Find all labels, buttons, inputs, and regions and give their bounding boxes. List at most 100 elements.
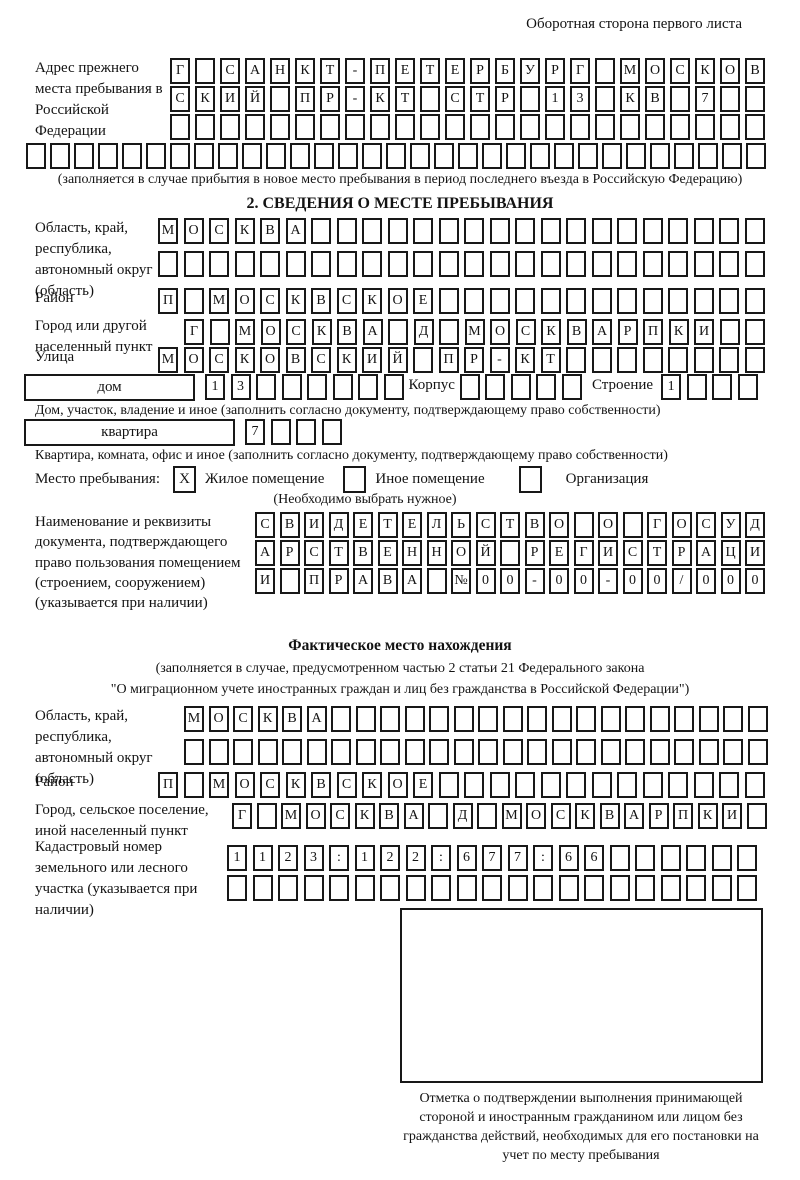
char-cell[interactable] xyxy=(434,143,454,169)
char-cell[interactable]: О xyxy=(645,58,665,84)
char-cell[interactable]: А xyxy=(624,803,644,829)
char-cell[interactable] xyxy=(183,772,204,798)
char-cell[interactable]: 2 xyxy=(380,845,400,871)
char-cell[interactable] xyxy=(620,114,640,140)
char-cell[interactable] xyxy=(591,218,612,244)
char-cell[interactable] xyxy=(746,143,766,169)
char-cell[interactable] xyxy=(520,114,540,140)
char-cell[interactable] xyxy=(464,288,484,314)
char-cell[interactable]: И xyxy=(362,347,382,373)
char-cell[interactable] xyxy=(404,706,425,732)
char-cell[interactable]: К xyxy=(575,803,595,829)
char-cell[interactable] xyxy=(600,706,621,732)
char-cell[interactable]: Н xyxy=(426,540,447,566)
char-cell[interactable] xyxy=(234,251,255,277)
char-cell[interactable]: Р xyxy=(279,540,300,566)
char-cell[interactable]: М xyxy=(209,772,229,798)
char-cell[interactable] xyxy=(747,739,768,765)
char-cell[interactable] xyxy=(737,374,758,400)
char-cell[interactable] xyxy=(195,58,215,84)
char-cell[interactable]: Д xyxy=(745,512,765,538)
char-cell[interactable]: - xyxy=(345,58,365,84)
char-cell[interactable]: 2 xyxy=(405,845,426,871)
char-cell[interactable]: С xyxy=(475,512,496,538)
char-cell[interactable] xyxy=(584,875,604,901)
char-cell[interactable] xyxy=(320,114,340,140)
char-cell[interactable]: Р xyxy=(464,347,484,373)
char-cell[interactable] xyxy=(573,512,594,538)
apartment-type-box[interactable]: квартира xyxy=(24,419,235,446)
char-cell[interactable]: А xyxy=(696,540,716,566)
char-cell[interactable]: В xyxy=(353,540,373,566)
char-cell[interactable]: Р xyxy=(617,319,638,345)
char-cell[interactable]: 1 xyxy=(661,374,682,400)
char-cell[interactable] xyxy=(693,772,714,798)
char-cell[interactable]: Р xyxy=(495,86,515,112)
char-cell[interactable] xyxy=(413,218,433,244)
char-cell[interactable] xyxy=(737,875,757,901)
char-cell[interactable] xyxy=(515,772,535,798)
char-cell[interactable]: 7 xyxy=(482,845,502,871)
char-cell[interactable]: 0 xyxy=(475,568,496,594)
char-cell[interactable]: С xyxy=(209,218,229,244)
char-cell[interactable]: О xyxy=(490,319,510,345)
char-cell[interactable]: Й xyxy=(387,347,408,373)
char-cell[interactable]: Б xyxy=(495,58,515,84)
char-cell[interactable] xyxy=(209,319,230,345)
char-cell[interactable]: Р xyxy=(671,540,692,566)
char-cell[interactable] xyxy=(719,218,739,244)
char-cell[interactable] xyxy=(645,114,665,140)
char-cell[interactable]: 1 xyxy=(205,374,225,400)
char-cell[interactable] xyxy=(477,803,497,829)
char-cell[interactable]: К xyxy=(541,319,561,345)
char-cell[interactable] xyxy=(307,374,327,400)
char-cell[interactable] xyxy=(540,772,561,798)
char-cell[interactable]: - xyxy=(489,347,510,373)
char-cell[interactable] xyxy=(256,803,277,829)
char-cell[interactable] xyxy=(405,875,426,901)
char-cell[interactable] xyxy=(561,374,582,400)
char-cell[interactable] xyxy=(195,114,215,140)
char-cell[interactable] xyxy=(520,86,540,112)
char-cell[interactable]: Д xyxy=(328,512,349,538)
char-cell[interactable] xyxy=(660,845,681,871)
char-cell[interactable]: Е xyxy=(353,512,373,538)
char-cell[interactable] xyxy=(270,86,290,112)
char-cell[interactable]: В xyxy=(279,512,300,538)
char-cell[interactable]: Т xyxy=(328,540,349,566)
char-cell[interactable]: Е xyxy=(402,512,422,538)
char-cell[interactable]: А xyxy=(245,58,265,84)
char-cell[interactable] xyxy=(711,875,732,901)
char-cell[interactable] xyxy=(233,739,253,765)
char-cell[interactable] xyxy=(184,739,204,765)
char-cell[interactable]: Р xyxy=(648,803,669,829)
char-cell[interactable] xyxy=(478,706,498,732)
char-cell[interactable] xyxy=(355,739,376,765)
char-cell[interactable] xyxy=(712,374,733,400)
char-cell[interactable] xyxy=(429,706,449,732)
char-cell[interactable] xyxy=(362,251,382,277)
char-cell[interactable]: Й xyxy=(245,86,265,112)
char-cell[interactable]: А xyxy=(403,803,424,829)
char-cell[interactable] xyxy=(420,114,440,140)
char-cell[interactable] xyxy=(650,143,670,169)
char-cell[interactable] xyxy=(668,251,688,277)
char-cell[interactable] xyxy=(744,772,765,798)
char-cell[interactable]: О xyxy=(387,288,408,314)
char-cell[interactable]: П xyxy=(643,319,663,345)
char-cell[interactable]: О xyxy=(183,347,204,373)
char-cell[interactable] xyxy=(489,218,510,244)
char-cell[interactable] xyxy=(438,251,459,277)
char-cell[interactable]: А xyxy=(592,319,612,345)
char-cell[interactable] xyxy=(744,347,765,373)
char-cell[interactable] xyxy=(527,739,547,765)
char-cell[interactable]: Г xyxy=(184,319,204,345)
char-cell[interactable] xyxy=(545,114,565,140)
char-cell[interactable] xyxy=(578,143,598,169)
char-cell[interactable] xyxy=(431,875,451,901)
char-cell[interactable] xyxy=(332,374,353,400)
char-cell[interactable]: П xyxy=(295,86,315,112)
char-cell[interactable] xyxy=(245,114,265,140)
char-cell[interactable]: А xyxy=(402,568,422,594)
char-cell[interactable] xyxy=(122,143,142,169)
